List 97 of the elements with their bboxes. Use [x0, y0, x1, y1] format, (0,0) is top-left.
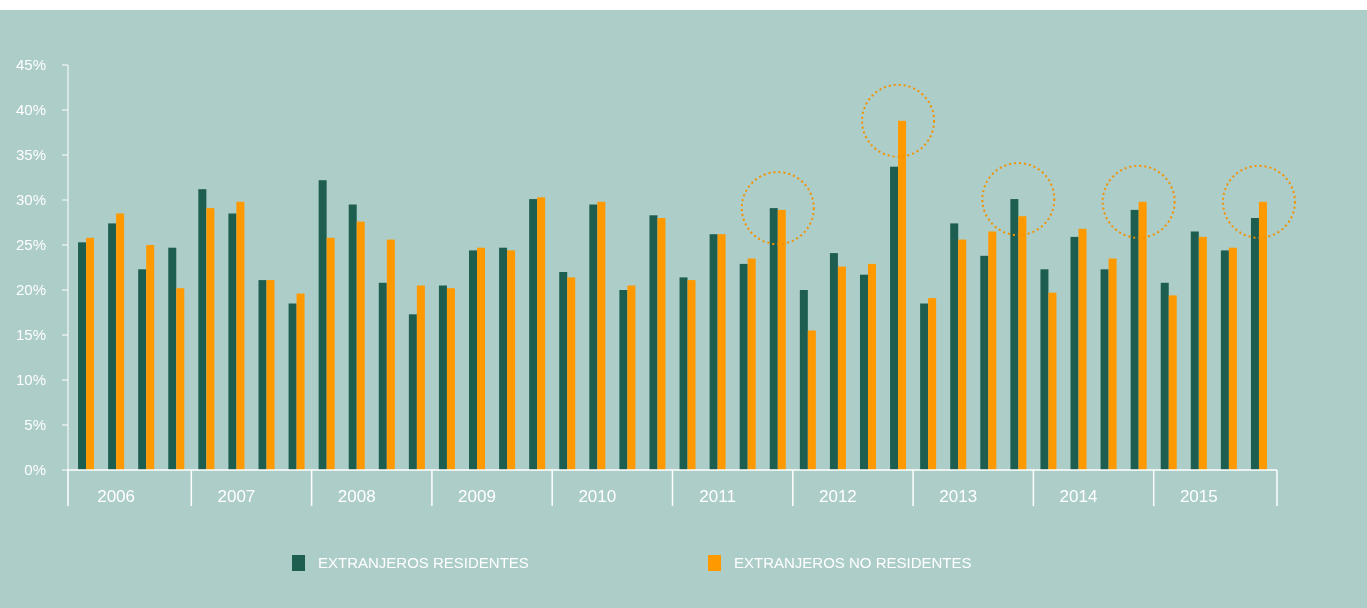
y-tick-label: 25%: [15, 236, 46, 254]
bar: [920, 303, 929, 470]
bar: [1250, 218, 1259, 470]
x-tick-label: 2012: [819, 487, 857, 506]
legend-label: EXTRANJEROS NO RESIDENTES: [734, 554, 972, 572]
x-tick-label: 2013: [939, 487, 978, 506]
bar: [867, 263, 876, 470]
bar: [108, 223, 117, 470]
x-tick-label: 2009: [458, 487, 496, 506]
bar: [537, 197, 546, 470]
bar: [78, 242, 87, 470]
bar: [657, 218, 666, 470]
bar: [859, 274, 868, 470]
bar: [799, 290, 808, 470]
bar: [747, 258, 756, 470]
bar: [228, 213, 237, 470]
bar: [236, 201, 245, 470]
bar: [326, 237, 335, 470]
bar: [477, 247, 486, 470]
bar: [1228, 247, 1237, 470]
bar: [950, 223, 959, 470]
bar: [687, 280, 696, 470]
bar: [829, 253, 838, 470]
x-tick-label: 2011: [699, 487, 736, 506]
bar: [438, 285, 447, 470]
x-tick-label: 2007: [217, 487, 256, 506]
y-tick-label: 35%: [15, 146, 46, 164]
bar: [717, 234, 726, 470]
bar: [266, 280, 275, 470]
bar: [1108, 258, 1117, 470]
y-tick-label: 20%: [15, 281, 46, 299]
bar: [499, 247, 508, 470]
bar: [589, 204, 598, 470]
bar: [890, 166, 899, 470]
bar: [296, 293, 305, 470]
bar: [176, 288, 185, 470]
bar: [146, 245, 155, 470]
bar: [627, 285, 636, 470]
bar: [988, 231, 997, 470]
bar: [649, 215, 658, 470]
bar: [318, 180, 327, 470]
y-tick-label: 0%: [24, 461, 46, 479]
bar: [980, 255, 989, 470]
bar: [567, 277, 576, 470]
bar: [928, 298, 937, 470]
bar: [619, 290, 628, 470]
bar: [739, 263, 748, 470]
bar: [1168, 295, 1177, 470]
bar: [597, 201, 606, 470]
bar: [138, 269, 147, 470]
bar: [1048, 292, 1057, 470]
bar: [198, 189, 207, 470]
bar: [258, 280, 267, 470]
y-tick-label: 10%: [15, 371, 46, 389]
bar: [168, 247, 177, 470]
bar: [807, 330, 816, 470]
x-tick-label: 2006: [97, 487, 136, 506]
bar: [1100, 269, 1109, 470]
bar: [378, 282, 387, 470]
bar: [446, 288, 455, 470]
bar: [408, 314, 417, 470]
bar: [1220, 250, 1229, 470]
bar: [288, 303, 297, 470]
bar: [958, 239, 967, 470]
x-tick-label: 2008: [337, 487, 376, 506]
legend-label: EXTRANJEROS RESIDENTES: [318, 554, 529, 572]
bar: [507, 250, 516, 470]
bar: [1198, 236, 1207, 470]
bar: [86, 237, 95, 470]
bar: [1010, 199, 1019, 470]
bar: [469, 250, 478, 470]
x-tick-label: 2010: [578, 487, 617, 506]
y-tick-label: 45%: [15, 56, 46, 74]
bar: [1130, 209, 1139, 470]
bar: [559, 272, 568, 470]
bar: [356, 221, 365, 470]
bar: [1070, 236, 1079, 470]
bar: [1040, 269, 1049, 470]
bar: [769, 208, 778, 470]
bar: [1078, 228, 1087, 470]
x-tick-label: 2014: [1059, 487, 1098, 506]
bar: [416, 285, 425, 470]
bar: [709, 234, 718, 470]
y-tick-label: 5%: [24, 416, 46, 434]
x-tick-label: 2015: [1179, 487, 1218, 506]
bar: [348, 204, 357, 470]
bar: [1190, 231, 1199, 470]
y-tick-label: 40%: [15, 101, 46, 119]
y-tick-label: 30%: [15, 191, 46, 209]
bar: [529, 199, 538, 470]
bar: [837, 266, 846, 470]
bar: [679, 277, 688, 470]
bar: [206, 208, 215, 470]
bar: [1160, 282, 1169, 470]
bar: [386, 239, 395, 470]
y-tick-label: 15%: [15, 326, 46, 344]
bar: [116, 213, 125, 470]
